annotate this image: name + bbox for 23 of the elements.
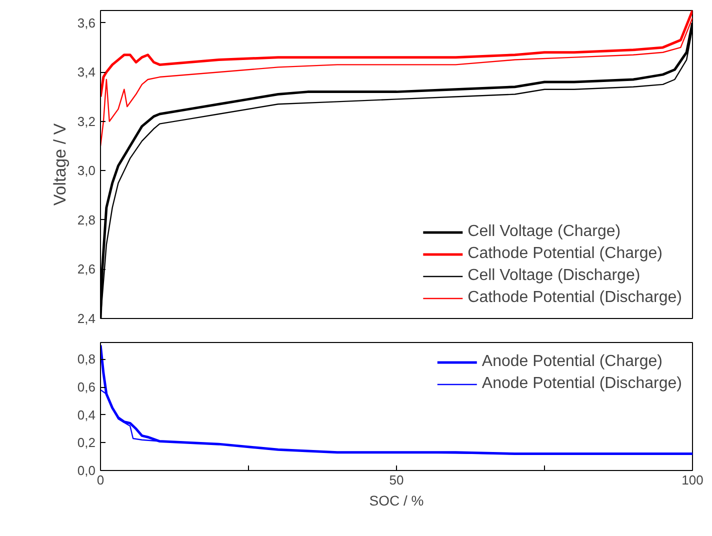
legend-label: Cell Voltage (Charge) (468, 222, 621, 242)
legend-label: Cell Voltage (Discharge) (468, 266, 640, 286)
x-axis-title: SOC / % (369, 492, 424, 508)
y-tick-label: 3,4 (77, 64, 96, 80)
y-tick-label: 3,2 (77, 114, 96, 129)
y-tick-label: 0,4 (77, 407, 96, 422)
legend-label: Anode Potential (Charge) (482, 352, 662, 372)
legend-label: Cathode Potential (Discharge) (468, 288, 682, 308)
y-tick-label: 0,2 (77, 435, 96, 450)
y-tick-label: 3,6 (77, 15, 96, 30)
legend-label: Anode Potential (Discharge) (482, 374, 682, 394)
legend-label: Cathode Potential (Charge) (468, 244, 662, 264)
y-tick-label: 0,8 (77, 352, 96, 367)
x-tick-label: 50 (389, 472, 404, 488)
x-tick-label: 100 (682, 472, 704, 488)
y-tick-label: 3,0 (77, 163, 96, 178)
x-tick-label: 0 (96, 472, 104, 488)
y-tick-label: 2,4 (77, 311, 96, 326)
y-tick-label: 0,6 (77, 380, 96, 395)
y-tick-label: 2,6 (77, 262, 96, 277)
y-tick-label: 0,0 (77, 463, 96, 478)
y-axis-title: Voltage / V (50, 122, 70, 206)
y-tick-label: 2,8 (77, 212, 96, 228)
